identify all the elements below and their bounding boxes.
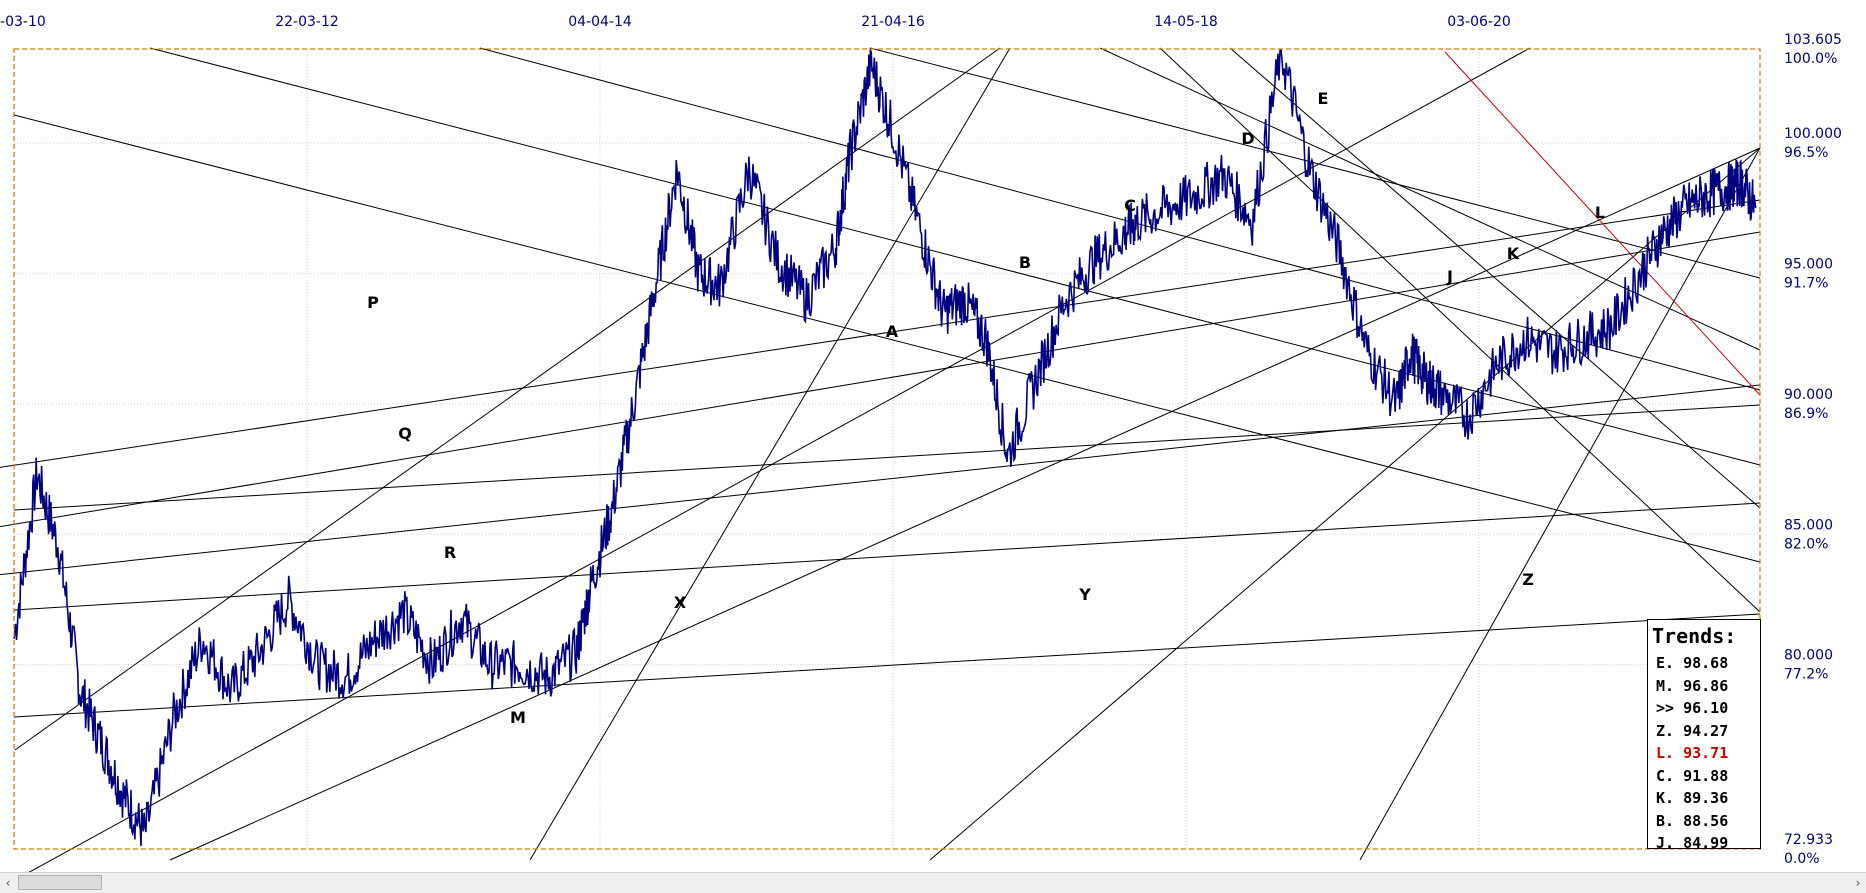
- y-tick-label: 72.933: [1784, 832, 1833, 848]
- trend-line: [13, 502, 1761, 611]
- trend-item: K. 89.36: [1656, 789, 1729, 807]
- trend-line-label: Z: [1522, 570, 1534, 589]
- trend-line: [1159, 47, 1761, 613]
- trend-line: [479, 47, 1761, 391]
- trend-line: [1229, 47, 1761, 509]
- x-tick-label: 04-04-14: [568, 14, 632, 30]
- x-tick-label: 10-03-10: [0, 14, 46, 30]
- y-axis: 103.605 100.0% 100.000 96.5% 95.000 91.7% 90.0…: [1784, 32, 1842, 867]
- trend-line: [929, 147, 1761, 861]
- trend-line: [13, 613, 1761, 718]
- y-tick-label: 95.000: [1784, 256, 1833, 272]
- trend-line-label: K: [1507, 244, 1520, 263]
- trend-item: E. 98.68: [1656, 654, 1729, 672]
- grid: [13, 49, 1760, 849]
- trend-line-label: R: [444, 543, 456, 562]
- y-tick-percent-label: 100.0%: [1784, 51, 1837, 67]
- price-series-line: [13, 47, 1757, 847]
- trends-box: Trends: E. 98.68 M. 96.86 >> 96.10 Z. 94.27…: [1647, 619, 1761, 852]
- scroll-left-arrow-icon[interactable]: ‹: [5, 876, 11, 890]
- y-tick-percent-label: 82.0%: [1784, 536, 1828, 552]
- x-tick-label: 14-05-18: [1154, 14, 1218, 30]
- y-tick-percent-label: 91.7%: [1784, 275, 1828, 291]
- y-tick-percent-label: 0.0%: [1784, 851, 1820, 867]
- trend-line-label: P: [367, 293, 379, 312]
- trend-line-label: A: [886, 322, 899, 341]
- trend-line-label: X: [674, 593, 687, 612]
- x-tick-label: 21-04-16: [861, 14, 925, 30]
- trend-item: J. 84.99: [1656, 834, 1729, 852]
- trend-line: [149, 47, 1761, 466]
- trend-line: [0, 231, 1761, 528]
- trend-line-label: D: [1241, 129, 1254, 148]
- y-tick-label: 103.605: [1784, 32, 1842, 48]
- trend-line: [529, 47, 1011, 861]
- trend-item: B. 88.56: [1656, 811, 1729, 830]
- trend-line-l: [1444, 51, 1761, 396]
- scroll-right-arrow-icon[interactable]: ›: [1855, 876, 1861, 890]
- trend-item: M. 96.86: [1656, 676, 1729, 695]
- trend-line-label: C: [1124, 196, 1136, 215]
- y-tick-percent-label: 86.9%: [1784, 406, 1828, 422]
- y-tick-label: 100.000: [1784, 126, 1842, 142]
- trend-line: [0, 384, 1761, 576]
- trend-item: C. 91.88: [1656, 766, 1729, 785]
- trend-line: [1099, 47, 1761, 351]
- y-tick-label: 90.000: [1784, 387, 1833, 403]
- scroll-thumb[interactable]: [18, 875, 102, 890]
- trend-line: [13, 114, 1761, 563]
- trend-line: [869, 47, 1761, 279]
- trend-line-label: M: [510, 708, 526, 727]
- x-tick-label: 22-03-12: [275, 14, 339, 30]
- horizontal-scrollbar[interactable]: ‹ ›: [0, 872, 1866, 893]
- trend-line: [169, 147, 1761, 861]
- trend-item: >> 96.10: [1656, 699, 1729, 717]
- trends-list: E. 98.68 M. 96.86 >> 96.10 Z. 94.27 L. 93.71…: [1648, 652, 1760, 855]
- trends-title: Trends:: [1652, 624, 1737, 648]
- x-axis: 10-03-10 22-03-12 04-04-14 21-04-16 14-05-18…: [0, 14, 1511, 30]
- trend-line-label: E: [1318, 89, 1329, 108]
- trend-line-label: J: [1446, 267, 1453, 286]
- trend-item: L. 93.71: [1656, 744, 1729, 762]
- trend-line-label: Q: [398, 424, 412, 443]
- trend-line-labels: A B C D E J K L M P Q R X Y Z: [367, 89, 1605, 727]
- chart-background: [0, 0, 1866, 872]
- y-tick-percent-label: 96.5%: [1784, 145, 1828, 161]
- y-tick-percent-label: 77.2%: [1784, 667, 1828, 683]
- chart: 10-03-10 22-03-12 04-04-14 21-04-16 14-05-18…: [0, 0, 1866, 872]
- trend-line: [14, 47, 1001, 751]
- trend-line: [1359, 147, 1761, 861]
- trend-lines: [0, 47, 1761, 872]
- trend-line-label: B: [1019, 253, 1031, 272]
- trend-item: Z. 94.27: [1656, 721, 1729, 740]
- plot-frame: [13, 48, 1761, 850]
- y-tick-label: 80.000: [1784, 648, 1833, 664]
- trend-line-label: L: [1595, 203, 1605, 222]
- y-tick-label: 85.000: [1784, 517, 1833, 533]
- trend-line-label: Y: [1078, 585, 1091, 604]
- x-tick-label: 03-06-20: [1447, 14, 1511, 30]
